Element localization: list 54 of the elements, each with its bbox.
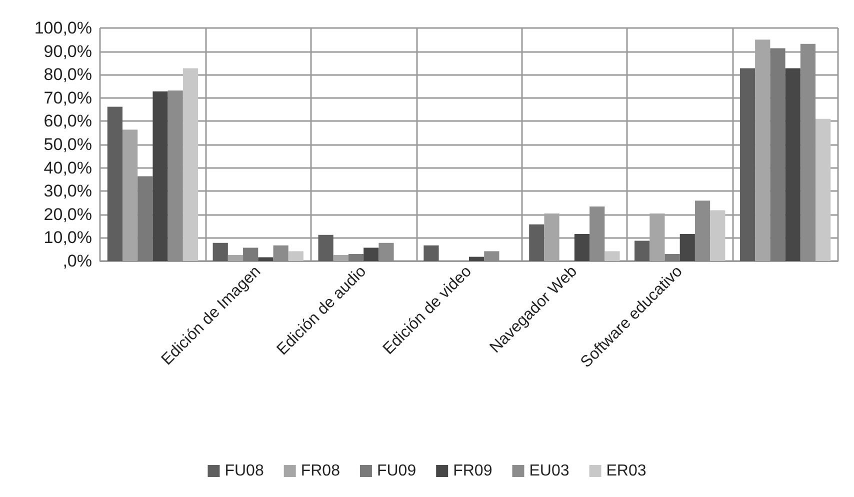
bar <box>650 213 665 261</box>
bar <box>364 248 379 261</box>
bar <box>228 254 244 261</box>
legend-label: EU03 <box>529 462 570 480</box>
y-tick-label: 60,0% <box>44 112 92 131</box>
bar <box>378 242 394 261</box>
y-tick-label: 10,0% <box>44 228 92 248</box>
bar <box>288 251 304 261</box>
legend-label: ER03 <box>606 462 646 480</box>
bar <box>800 44 816 261</box>
bar <box>529 224 544 261</box>
bar <box>243 248 258 261</box>
bar <box>694 200 710 261</box>
bar <box>152 91 168 261</box>
bar <box>107 106 122 261</box>
legend-label: FU08 <box>224 462 264 480</box>
legend-label: FU09 <box>376 462 416 480</box>
legend-label: FR08 <box>300 462 340 480</box>
bar <box>424 245 439 261</box>
bar <box>680 234 695 261</box>
y-tick-label: ,0% <box>62 252 92 270</box>
bar <box>122 130 138 261</box>
bar <box>469 256 484 261</box>
bar <box>710 210 726 261</box>
bar <box>664 254 680 261</box>
bar <box>785 68 800 261</box>
bar <box>484 251 500 261</box>
bar <box>770 48 786 261</box>
bar <box>348 254 364 261</box>
bar <box>816 118 831 261</box>
bar <box>574 234 590 261</box>
y-tick-label: 70,0% <box>44 88 92 108</box>
bar <box>212 242 228 261</box>
y-tick-label: 90,0% <box>44 42 92 61</box>
y-tick-label: 40,0% <box>44 158 92 178</box>
bar <box>273 245 288 261</box>
y-tick-label: 50,0% <box>44 135 92 154</box>
bar <box>755 40 770 261</box>
bar <box>634 240 650 261</box>
bar <box>138 176 153 261</box>
bar <box>544 213 560 261</box>
bar <box>333 254 348 261</box>
bar <box>590 206 605 261</box>
legend-label: FR09 <box>453 462 492 480</box>
y-tick-label: 100,0% <box>34 18 92 38</box>
bar <box>740 68 756 261</box>
y-tick-label: 20,0% <box>44 204 92 224</box>
bar <box>168 90 183 261</box>
bar <box>604 251 620 261</box>
y-tick-label: 80,0% <box>44 65 92 84</box>
bar <box>258 257 274 261</box>
bar <box>182 68 198 261</box>
y-tick-label: 30,0% <box>44 182 92 201</box>
bar <box>318 234 334 261</box>
